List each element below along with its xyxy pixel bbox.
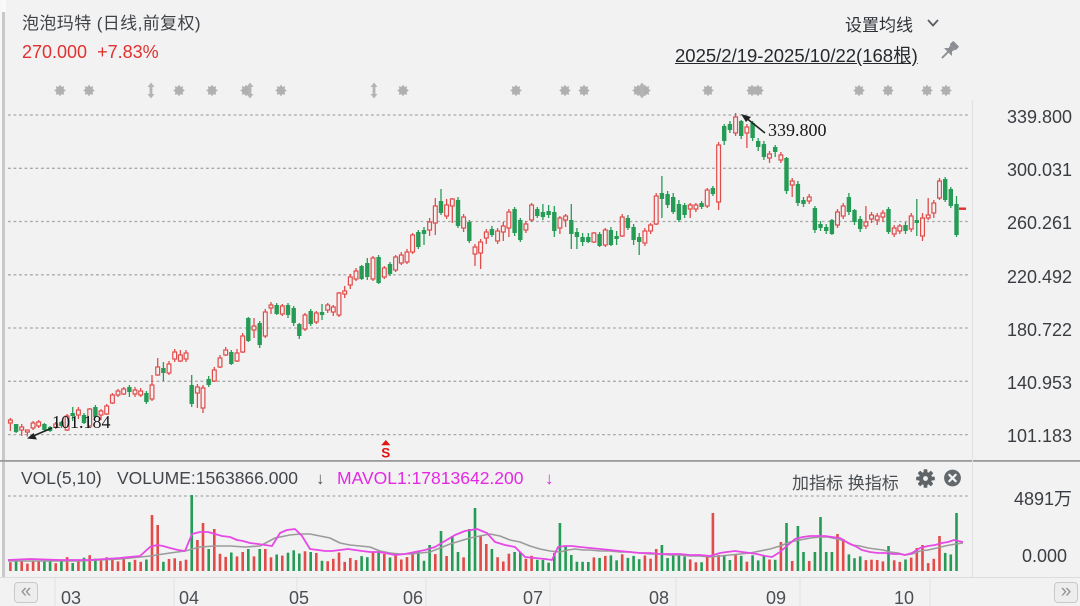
svg-text:S: S — [381, 446, 390, 461]
